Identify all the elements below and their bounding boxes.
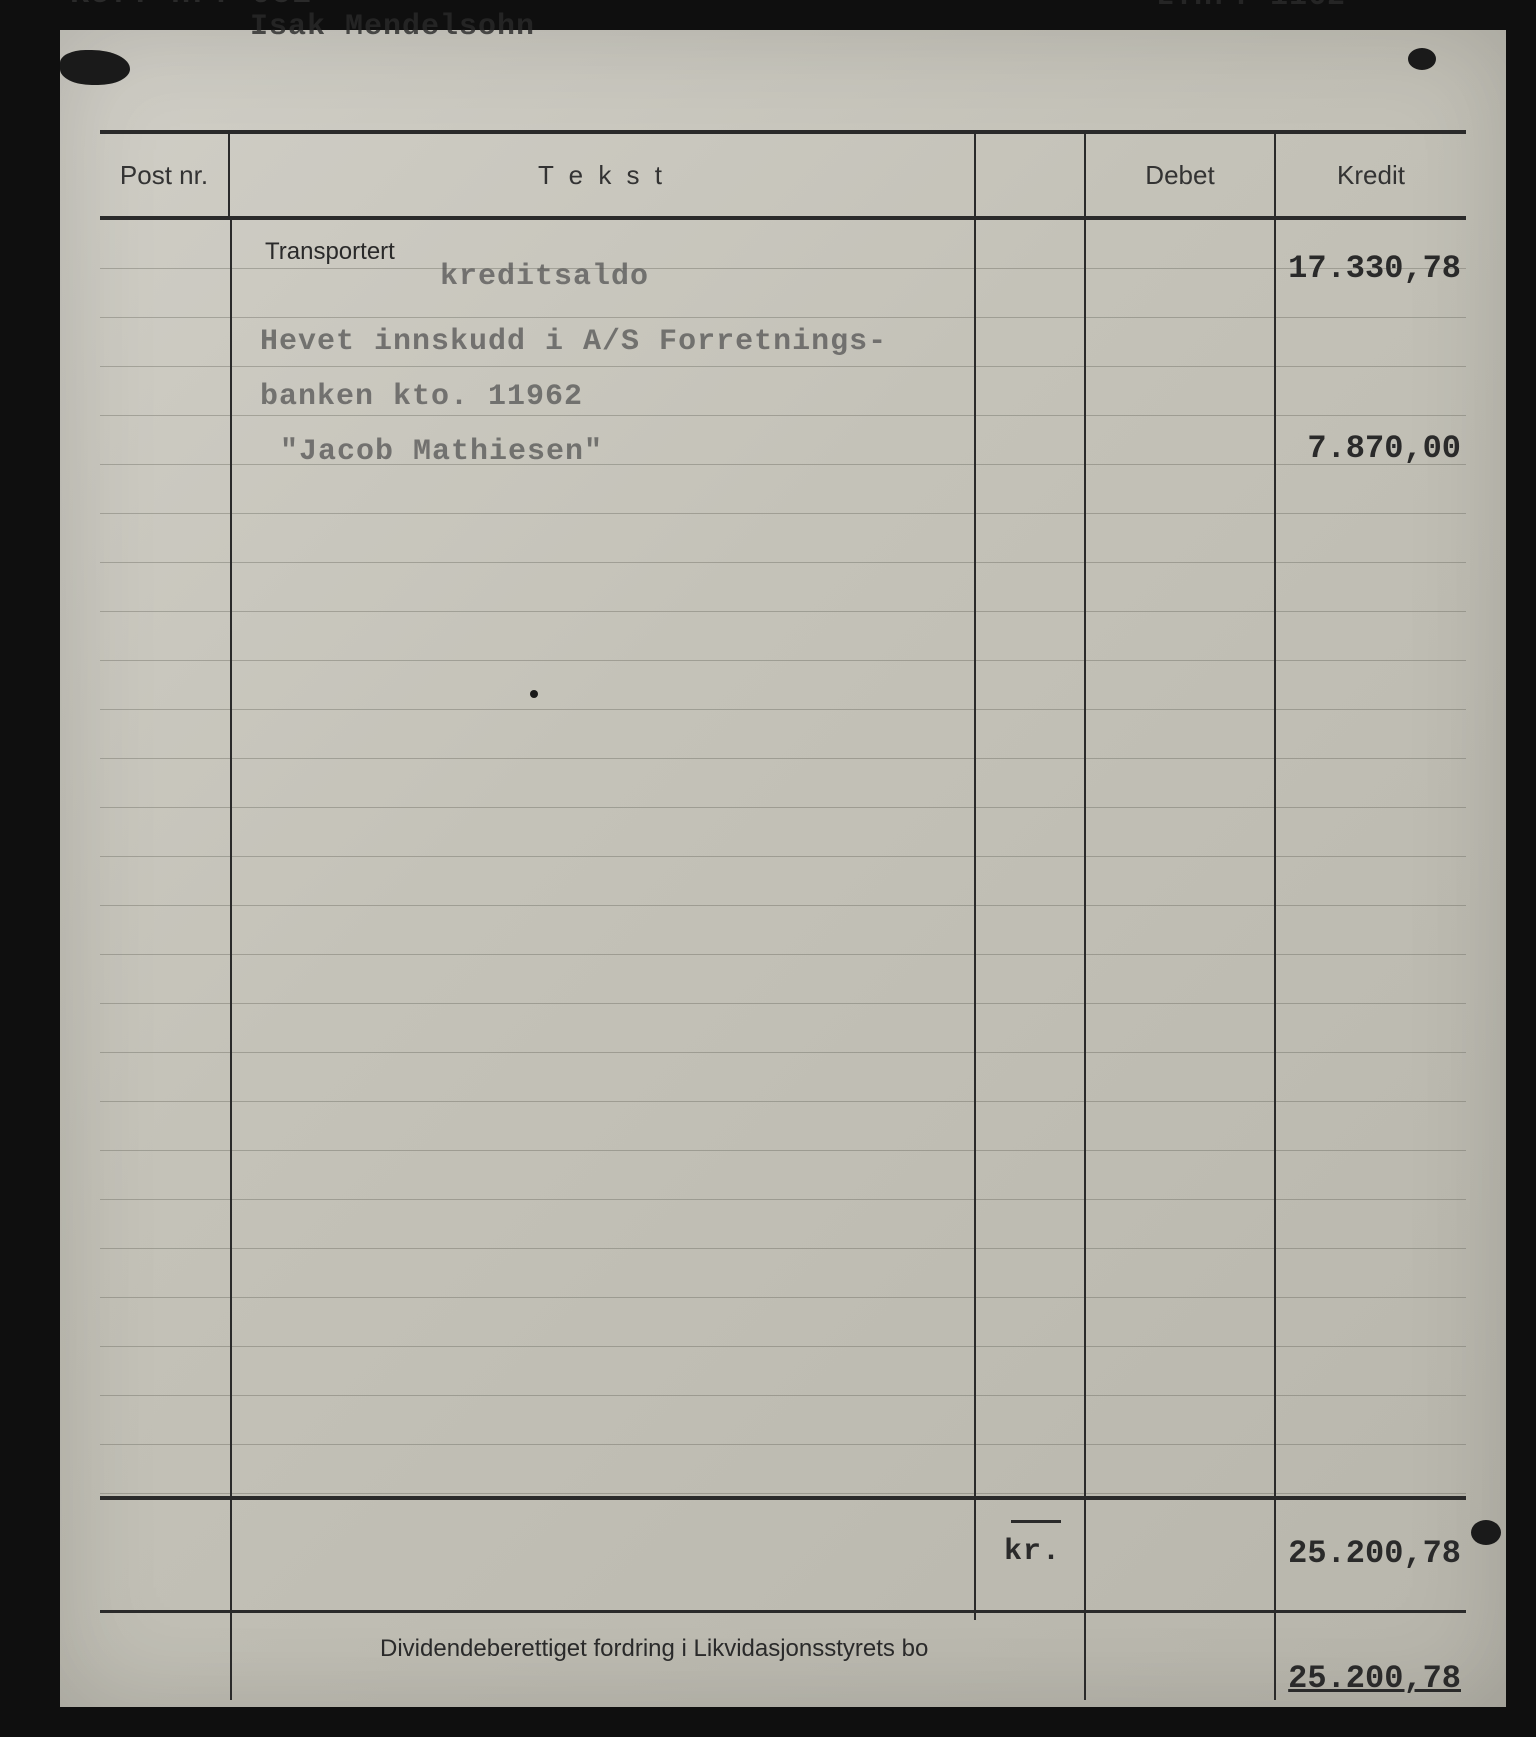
kr-overline — [1011, 1520, 1061, 1523]
entry-line-2: Hevet innskudd i A/S Forretnings- — [260, 325, 887, 359]
vline-f3 — [1084, 1500, 1086, 1700]
entry-line-1: kreditsaldo — [440, 260, 649, 294]
col-header-post: Post nr. — [100, 134, 230, 216]
vline-4 — [1274, 220, 1276, 1496]
kredit-amount-2: 7.870,00 — [1307, 430, 1461, 467]
footer-rule-1 — [100, 1610, 1466, 1613]
scan-frame: Ref. nr. 952 Isak Mendelsohn L.nr. 1162 … — [0, 0, 1536, 1737]
lnr-label: L.nr. 1162 — [1156, 0, 1346, 14]
vline-f4 — [1274, 1500, 1276, 1700]
ink-blot-small — [1408, 48, 1436, 70]
footer-area: kr. 25.200,78 Dividendeberettiget fordri… — [100, 1500, 1466, 1700]
ink-blot — [60, 50, 130, 85]
account-name: Isak Mendelsohn — [250, 10, 535, 44]
dividend-amount: 25.200,78 — [1288, 1660, 1461, 1697]
edge-blot — [1471, 1520, 1501, 1545]
vline-f2 — [974, 1500, 976, 1620]
entry-line-4: "Jacob Mathiesen" — [280, 435, 603, 469]
transport-label: Transportert — [265, 238, 395, 266]
ledger-paper: Ref. nr. 952 Isak Mendelsohn L.nr. 1162 … — [60, 30, 1506, 1707]
col-header-kredit: Kredit — [1276, 134, 1466, 216]
ledger-body: Transportert kreditsaldo Hevet innskudd … — [100, 220, 1466, 1500]
vline-1 — [230, 220, 232, 1496]
col-header-tekst: T e k s t — [230, 134, 976, 216]
col-header-debet: Debet — [1086, 134, 1276, 216]
column-header-row: Post nr. T e k s t Debet Kredit — [100, 130, 1466, 220]
col-header-spacer — [976, 134, 1086, 216]
total-amount: 25.200,78 — [1288, 1535, 1461, 1572]
stray-dot — [530, 690, 538, 698]
vline-2 — [974, 220, 976, 1496]
dividend-label: Dividendeberettiget fordring i Likvidasj… — [380, 1635, 928, 1663]
kredit-amount-1: 17.330,78 — [1288, 250, 1461, 287]
vline-f1 — [230, 1500, 232, 1700]
lnr-value: 1162 — [1270, 0, 1346, 14]
entry-line-3: banken kto. 11962 — [260, 380, 583, 414]
kr-label: kr. — [1004, 1535, 1061, 1569]
vline-3 — [1084, 220, 1086, 1496]
